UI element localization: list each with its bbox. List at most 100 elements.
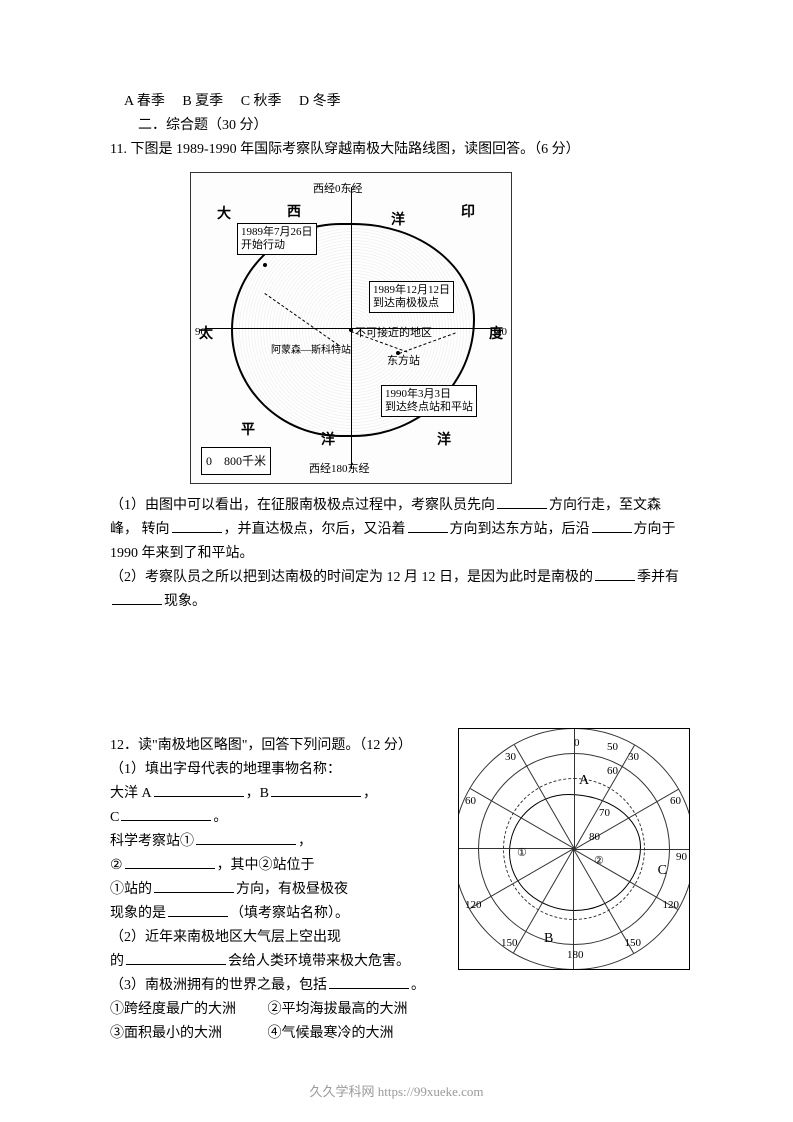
page: A 春季 B 夏季 C 秋季 D 冬季 二．综合题（30 分） 11. 下图是 … [0, 0, 793, 1122]
t: ， [363, 786, 377, 801]
ocean-xi: 西 [287, 201, 301, 225]
q12-choices-2: ③面积最小的大洲 ④气候最寒冷的大洲 [110, 1022, 450, 1046]
q12-l2: 大洋 A ，B ， [110, 782, 450, 806]
t: 会给人类环境带来极大危害。 [228, 954, 410, 969]
blank[interactable] [408, 518, 448, 533]
q11-stem: 11. 下图是 1989-1990 年国际考察队穿越南极大陆路线图，读图回答。（… [110, 138, 680, 162]
deg180: 180 [567, 943, 584, 967]
t: ①跨经度最广的大洲 [110, 1002, 236, 1017]
blank[interactable] [126, 950, 226, 965]
callout-end: 1990年3月3日 到达终点站和平站 [381, 385, 477, 417]
label-1: ① [517, 841, 527, 865]
ocean-da: 大 [217, 203, 231, 227]
t: （3）南极洲拥有的世界之最，包括 [110, 978, 327, 993]
blank[interactable] [125, 854, 215, 869]
opt-b: B 夏季 [182, 94, 223, 109]
blank[interactable] [271, 782, 361, 797]
q12-text: 12．读"南极地区略图"，回答下列问题。（12 分） （1）填出字母代表的地理事… [110, 734, 450, 1046]
deg60w: 60 [465, 789, 476, 813]
callout-end-l1: 1990年3月3日 [385, 388, 473, 401]
blank[interactable] [595, 566, 635, 581]
amundsen-label: 阿蒙森—斯科特站 [271, 339, 351, 363]
lat80: 80 [589, 825, 600, 849]
ocean-yang2: 洋 [391, 209, 405, 233]
q11-2-c: 现象。 [164, 594, 206, 609]
ocean-ping: 平 [241, 419, 255, 443]
t: ③面积最小的大洲 [110, 1026, 222, 1041]
q11-1-c: 转向 [142, 522, 170, 537]
q12-l5: ②，其中②站位于 [110, 854, 450, 878]
q11-1-e: 方向到达东方站，后沿 [450, 522, 590, 537]
t: ，B [246, 786, 269, 801]
deg120w: 120 [465, 893, 482, 917]
t: 大洋 A [110, 786, 152, 801]
deg30w: 30 [505, 745, 516, 769]
blank[interactable] [168, 902, 228, 917]
lat60: 60 [607, 759, 618, 783]
label-2: ② [594, 849, 604, 873]
q12-stem: 12．读"南极地区略图"，回答下列问题。（12 分） [110, 734, 450, 758]
t: 科学考察站① [110, 834, 194, 849]
q11-2-a: （2）考察队员之所以把到达南极的时间定为 12 月 12 日，是因为此时是南极的 [110, 570, 593, 585]
deg150w: 150 [501, 931, 518, 955]
q12-l3: C。 [110, 806, 450, 830]
blank[interactable] [497, 494, 547, 509]
q12-l1: （1）填出字母代表的地理事物名称： [110, 758, 450, 782]
deg30: 30 [628, 745, 639, 769]
q11-1-a: （1）由图中可以看出，在征服南极极点过程中，考察队员先向 [110, 498, 495, 513]
t: 。 [411, 978, 425, 993]
q11-2-b: 季并有 [637, 570, 679, 585]
blank[interactable] [172, 518, 222, 533]
t: ①站的 [110, 882, 152, 897]
polar-map: A B C ① ② 0 30 60 90 120 150 180 150 120… [458, 728, 690, 970]
label-B: B [544, 927, 553, 951]
footer: 久久学科网 https://99xueke.com [0, 1081, 793, 1100]
t: ②平均海拔最高的大洲 [268, 1002, 408, 1017]
q12-l6: ①站的 方向，有极昼极夜 [110, 878, 450, 902]
e90-label: 90 [496, 320, 507, 344]
section2-title: 二．综合题（30 分） [110, 114, 680, 138]
callout-start-l2: 开始行动 [241, 239, 313, 252]
callout-pole-l2: 到达南极极点 [373, 297, 450, 310]
t: 的 [110, 954, 124, 969]
bottom-meridian-label: 西经180东经 [309, 457, 370, 481]
scale-bar: 0 800千米 [201, 447, 271, 475]
t: ， [298, 834, 312, 849]
callout-pole: 1989年12月12日 到达南极极点 [369, 281, 454, 313]
q12-l7: 现象的是（填考察站名称）。 [110, 902, 450, 926]
meridian [458, 848, 574, 849]
blank[interactable] [121, 806, 211, 821]
t: 方向，有极昼极夜 [236, 882, 348, 897]
route-dot-1 [263, 263, 267, 267]
mc-options: A 春季 B 夏季 C 秋季 D 冬季 [110, 90, 680, 114]
blank[interactable] [154, 782, 244, 797]
deg0: 0 [574, 731, 580, 755]
q11-1-d: ，并直达极点，尔后，又沿着 [224, 522, 406, 537]
q11-1: （1）由图中可以看出，在征服南极极点过程中，考察队员先向方向行走，至文森峰， 转… [110, 494, 680, 566]
blank[interactable] [196, 830, 296, 845]
deg60: 60 [670, 789, 681, 813]
ocean-yin: 印 [461, 201, 475, 225]
blank[interactable] [112, 590, 162, 605]
callout-start: 1989年7月26日 开始行动 [237, 223, 317, 255]
antarctica-route-map: 大 西 印 度 太 平 洋 洋 洋 西经0东经 西经180东经 90 90 19… [190, 172, 512, 484]
vostok-label: 东方站 [387, 349, 420, 373]
deg90: 90 [676, 845, 687, 869]
label-C: C [658, 859, 667, 883]
top-meridian-label: 西经0东经 [313, 177, 363, 201]
q12-l9: 的 会给人类环境带来极大危害。 [110, 950, 450, 974]
callout-start-l1: 1989年7月26日 [241, 226, 313, 239]
meridian [574, 849, 690, 850]
t: 。 [213, 810, 227, 825]
q11-2: （2）考察队员之所以把到达南极的时间定为 12 月 12 日，是因为此时是南极的… [110, 566, 680, 614]
q12-wrap: 12．读"南极地区略图"，回答下列问题。（12 分） （1）填出字母代表的地理事… [110, 734, 680, 1046]
blank[interactable] [154, 878, 234, 893]
content-area: A 春季 B 夏季 C 秋季 D 冬季 二．综合题（30 分） 11. 下图是 … [110, 90, 680, 1046]
opt-d: D 冬季 [299, 94, 341, 109]
t: （填考察站名称）。 [230, 906, 349, 921]
lat70: 70 [599, 801, 610, 825]
blank[interactable] [329, 974, 409, 989]
w90-label: 90 [195, 320, 206, 344]
blank[interactable] [592, 518, 632, 533]
q12-choices-1: ①跨经度最广的大洲 ②平均海拔最高的大洲 [110, 998, 450, 1022]
